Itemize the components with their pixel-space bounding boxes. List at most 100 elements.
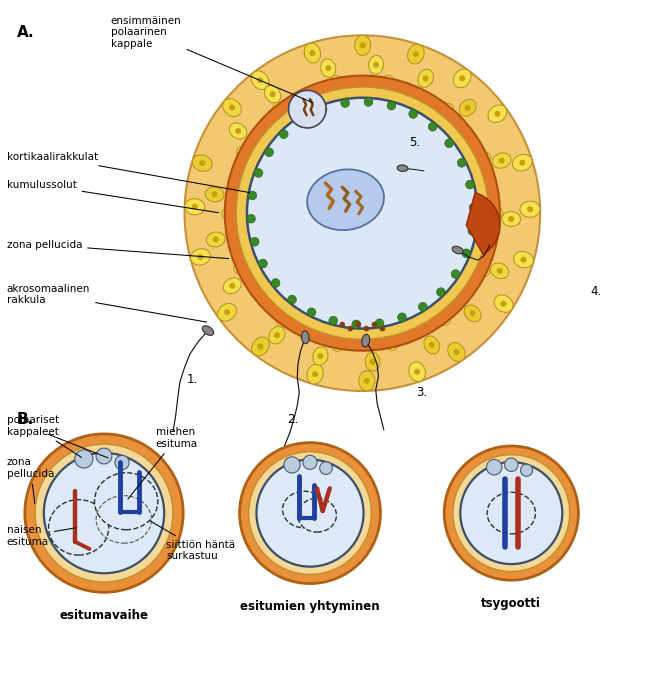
Circle shape bbox=[211, 191, 217, 197]
Ellipse shape bbox=[95, 473, 158, 530]
Ellipse shape bbox=[222, 207, 239, 219]
Ellipse shape bbox=[307, 364, 323, 384]
Ellipse shape bbox=[494, 295, 513, 312]
Circle shape bbox=[258, 259, 267, 268]
Circle shape bbox=[470, 310, 476, 316]
Circle shape bbox=[444, 108, 449, 114]
Circle shape bbox=[280, 316, 286, 322]
Ellipse shape bbox=[252, 337, 269, 356]
Circle shape bbox=[398, 313, 407, 321]
Circle shape bbox=[459, 76, 465, 81]
Circle shape bbox=[236, 87, 488, 339]
Circle shape bbox=[387, 101, 396, 110]
Circle shape bbox=[495, 111, 501, 117]
Text: miehen
esituma: miehen esituma bbox=[128, 427, 198, 499]
Ellipse shape bbox=[331, 335, 344, 352]
Circle shape bbox=[413, 51, 419, 57]
Ellipse shape bbox=[237, 147, 252, 160]
Ellipse shape bbox=[397, 165, 408, 171]
Circle shape bbox=[254, 169, 263, 178]
Text: naisen
esituma: naisen esituma bbox=[7, 525, 76, 547]
Circle shape bbox=[373, 62, 379, 68]
Circle shape bbox=[312, 371, 318, 377]
Ellipse shape bbox=[185, 199, 205, 215]
Circle shape bbox=[247, 98, 478, 329]
Circle shape bbox=[372, 322, 377, 327]
Circle shape bbox=[333, 81, 339, 86]
Circle shape bbox=[325, 65, 331, 71]
Circle shape bbox=[248, 191, 257, 200]
Text: 4.: 4. bbox=[590, 285, 602, 298]
Circle shape bbox=[199, 160, 205, 166]
Ellipse shape bbox=[205, 187, 224, 202]
Text: polaariset
kappaleet: polaariset kappaleet bbox=[7, 415, 82, 458]
Ellipse shape bbox=[307, 169, 384, 230]
Circle shape bbox=[25, 434, 183, 592]
Text: B.: B. bbox=[17, 412, 34, 427]
Ellipse shape bbox=[313, 347, 328, 365]
Circle shape bbox=[364, 378, 370, 384]
Circle shape bbox=[444, 446, 578, 580]
Circle shape bbox=[464, 105, 470, 111]
Ellipse shape bbox=[452, 246, 463, 254]
Circle shape bbox=[352, 320, 360, 329]
Ellipse shape bbox=[304, 43, 321, 63]
Circle shape bbox=[271, 279, 280, 288]
Circle shape bbox=[249, 452, 371, 574]
Circle shape bbox=[340, 322, 345, 327]
Circle shape bbox=[250, 237, 259, 246]
Ellipse shape bbox=[474, 264, 490, 277]
Ellipse shape bbox=[448, 343, 465, 361]
Circle shape bbox=[192, 204, 198, 210]
Circle shape bbox=[468, 226, 476, 235]
Ellipse shape bbox=[217, 303, 236, 321]
Circle shape bbox=[279, 130, 288, 138]
Ellipse shape bbox=[234, 261, 250, 274]
Circle shape bbox=[317, 353, 323, 359]
Circle shape bbox=[505, 458, 518, 471]
Circle shape bbox=[389, 339, 394, 345]
Ellipse shape bbox=[191, 249, 210, 265]
Circle shape bbox=[454, 349, 460, 355]
Circle shape bbox=[521, 464, 533, 476]
Ellipse shape bbox=[365, 352, 380, 371]
Circle shape bbox=[270, 92, 276, 97]
Ellipse shape bbox=[276, 312, 291, 327]
Ellipse shape bbox=[381, 75, 394, 92]
Circle shape bbox=[303, 455, 317, 469]
Text: ensimmäinen
polaarinen
kappale: ensimmäinen polaarinen kappale bbox=[111, 16, 313, 103]
Text: esitumien yhtyminen: esitumien yhtyminen bbox=[240, 601, 380, 613]
Ellipse shape bbox=[251, 71, 269, 89]
Ellipse shape bbox=[48, 499, 109, 555]
Circle shape bbox=[499, 158, 505, 164]
Circle shape bbox=[240, 442, 380, 583]
Circle shape bbox=[414, 369, 420, 375]
Ellipse shape bbox=[368, 56, 383, 74]
Ellipse shape bbox=[359, 371, 375, 391]
Circle shape bbox=[229, 105, 235, 111]
Ellipse shape bbox=[355, 35, 371, 56]
Circle shape bbox=[35, 444, 173, 582]
Ellipse shape bbox=[298, 498, 336, 532]
Circle shape bbox=[289, 90, 326, 128]
Circle shape bbox=[288, 295, 297, 304]
Ellipse shape bbox=[264, 85, 280, 103]
Circle shape bbox=[466, 180, 474, 189]
Text: tsygootti: tsygootti bbox=[481, 597, 541, 610]
Circle shape bbox=[380, 325, 385, 332]
Circle shape bbox=[508, 216, 514, 222]
Text: A.: A. bbox=[17, 25, 34, 41]
Circle shape bbox=[258, 343, 264, 350]
Circle shape bbox=[197, 254, 203, 260]
Circle shape bbox=[115, 455, 129, 470]
Circle shape bbox=[336, 341, 341, 346]
Circle shape bbox=[307, 308, 316, 316]
Circle shape bbox=[96, 448, 112, 464]
Circle shape bbox=[227, 211, 233, 216]
Ellipse shape bbox=[491, 263, 509, 279]
Circle shape bbox=[297, 115, 306, 124]
Text: 2.: 2. bbox=[287, 413, 299, 426]
Ellipse shape bbox=[282, 491, 326, 528]
Circle shape bbox=[213, 237, 219, 242]
Circle shape bbox=[480, 156, 486, 162]
